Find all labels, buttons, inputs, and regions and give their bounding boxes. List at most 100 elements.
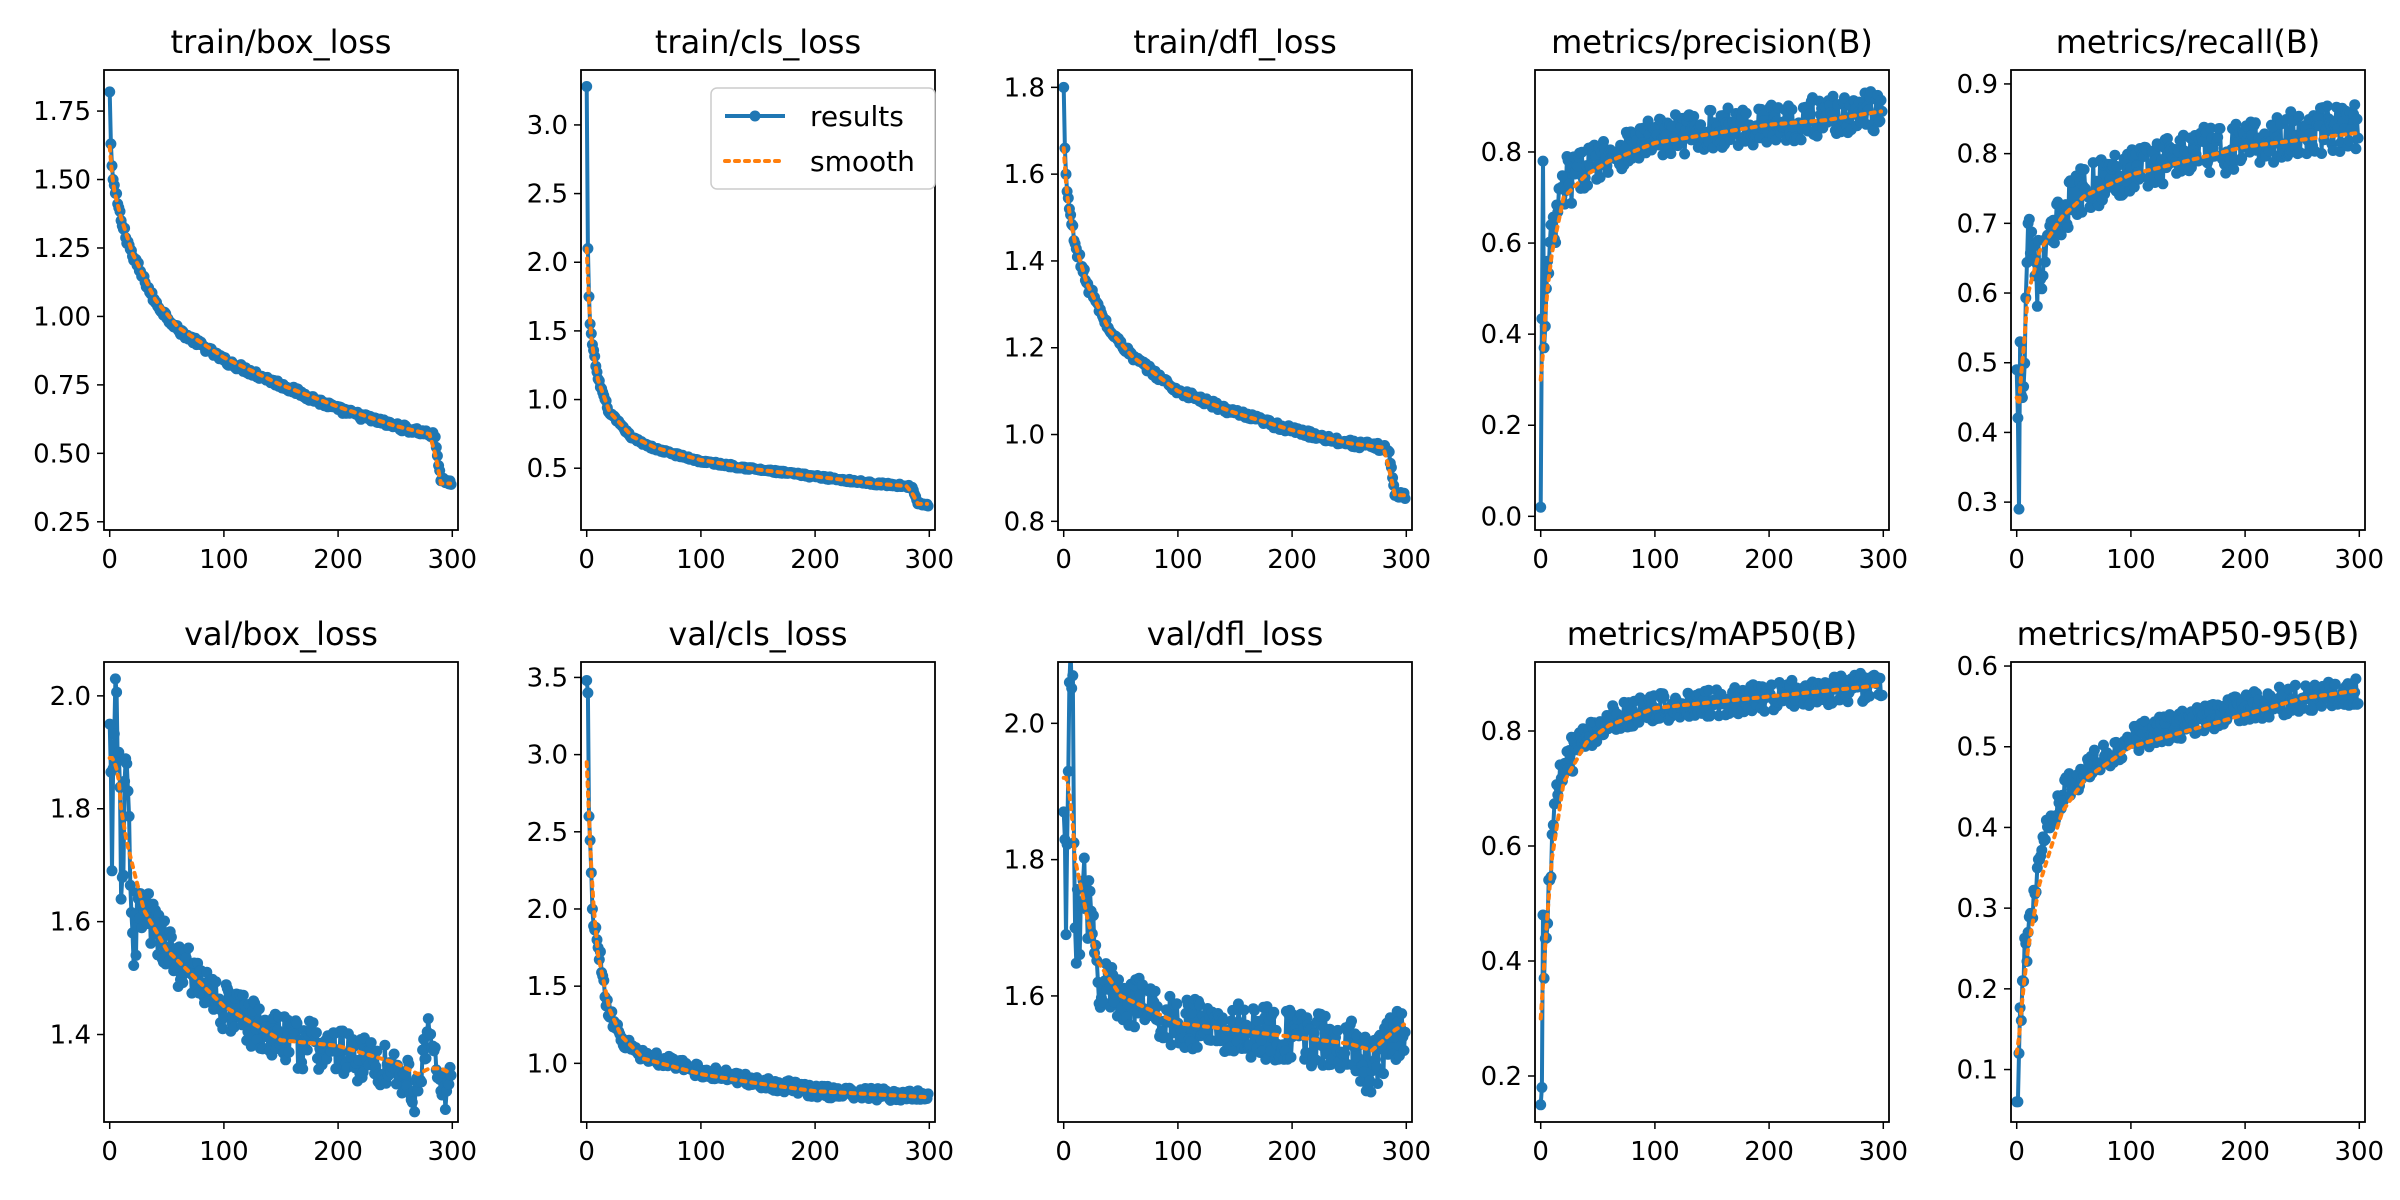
results-point <box>2249 117 2261 129</box>
axes-frame <box>1534 69 1890 531</box>
results-point <box>1058 81 1070 93</box>
results-point <box>1078 852 1090 864</box>
results-point <box>1365 1086 1377 1098</box>
results-point <box>922 500 934 512</box>
results-point <box>291 1017 303 1029</box>
results-point <box>1268 1006 1280 1018</box>
results-point <box>581 81 593 92</box>
results-point <box>2236 152 2248 164</box>
y-tick-label: 1.6 <box>50 908 91 938</box>
y-tick-label: 0.6 <box>1481 832 1522 862</box>
panel-title: val/dfl_loss <box>1147 615 1324 653</box>
results-point <box>1398 1045 1410 1056</box>
panel-4: metrics/precision(B) 0 100 200 300 0.0 0.2 0.4 0… <box>1481 23 1908 575</box>
results-point <box>1537 155 1549 167</box>
results-point <box>1399 1026 1411 1038</box>
results-point <box>417 1044 429 1056</box>
results-point <box>2289 679 2301 691</box>
results-point <box>1666 121 1678 132</box>
results-point <box>143 888 154 900</box>
x-tick-label: 100 <box>1153 545 1203 575</box>
results-point <box>1705 105 1717 116</box>
y-tick-label: 1.0 <box>527 386 568 416</box>
smooth-line <box>2014 688 2359 1056</box>
results-point <box>128 960 140 971</box>
x-tick-label: 300 <box>1381 1137 1431 1167</box>
plot-area <box>1058 81 1411 504</box>
results-point <box>1087 910 1099 921</box>
results-point <box>2078 164 2090 175</box>
y-tick-label: 0.2 <box>1481 411 1522 441</box>
results-point <box>130 949 142 961</box>
panel-title: val/cls_loss <box>668 615 847 653</box>
results-point <box>2012 412 2024 424</box>
results-point <box>2037 270 2049 282</box>
y-tick-label: 0.9 <box>1957 70 1998 100</box>
smooth-line <box>584 246 929 506</box>
plot-area <box>581 675 934 1106</box>
results-point <box>1066 682 1078 694</box>
results-point <box>1602 166 1614 178</box>
y-tick-label: 0.2 <box>1957 975 1998 1005</box>
results-point <box>123 810 135 822</box>
plot-area <box>1535 86 1888 513</box>
results-point <box>183 942 194 954</box>
panel-1: train/box_loss 0 100 200 300 0.25 0.50 0.75 1.00… <box>33 23 477 575</box>
results-point <box>1218 1014 1230 1026</box>
results-point <box>2036 283 2048 295</box>
results-point <box>104 86 116 98</box>
panel-9: metrics/mAP50(B) 0 100 200 300 0.2 0.4 0.6 0.8 <box>1481 615 1908 1167</box>
legend-results-marker <box>749 110 761 122</box>
y-tick-label: 1.8 <box>1004 846 1045 876</box>
plot-area <box>1058 647 1411 1098</box>
results-point <box>1067 670 1079 682</box>
y-tick-label: 0.4 <box>1481 320 1522 350</box>
panel-2: train/cls_loss 0 100 200 300 0.5 1.0 1.5 2.0 2.5 3… <box>527 23 954 575</box>
y-tick-label: 1.75 <box>33 97 91 127</box>
results-point <box>1371 1061 1383 1073</box>
results-point <box>1065 647 1076 658</box>
results-point <box>2334 146 2346 157</box>
y-tick-label: 1.25 <box>33 234 91 264</box>
results-point <box>422 1013 434 1025</box>
results-point <box>2048 237 2060 249</box>
results-point <box>1566 197 1577 209</box>
results-point <box>1151 1001 1163 1012</box>
results-point <box>1875 94 1887 106</box>
results-point <box>145 937 157 949</box>
results-point <box>1827 90 1839 102</box>
legend: results smooth <box>710 87 936 190</box>
y-tick-label: 1.50 <box>33 166 91 196</box>
results-point <box>210 976 222 988</box>
results-point <box>1679 148 1691 160</box>
results-point <box>1285 1051 1297 1063</box>
results-point <box>443 1078 455 1090</box>
results-point <box>1240 1019 1252 1031</box>
results-point <box>2175 732 2187 744</box>
results-point <box>445 1069 457 1081</box>
results-point <box>1535 501 1547 513</box>
y-tick-label: 1.8 <box>50 795 91 825</box>
results-point <box>1740 107 1752 119</box>
results-point <box>1070 957 1082 969</box>
legend-smooth-label: smooth <box>810 145 915 178</box>
results-point <box>409 1106 421 1118</box>
results-point <box>2036 844 2048 856</box>
axes-frame <box>580 69 936 531</box>
y-tick-label: 3.0 <box>527 741 568 771</box>
smooth-line <box>584 760 929 1100</box>
y-tick-label: 1.6 <box>1004 160 1045 190</box>
y-tick-label: 0.6 <box>1957 652 1998 682</box>
results-point <box>1389 1031 1401 1043</box>
axes-frame <box>103 661 459 1123</box>
y-tick-label: 2.0 <box>527 895 568 925</box>
y-tick-label: 0.6 <box>1957 279 1998 309</box>
smooth-line <box>1061 146 1406 498</box>
y-tick-label: 0.8 <box>1004 507 1045 537</box>
x-tick-label: 300 <box>904 1137 954 1167</box>
x-tick-label: 0 <box>101 545 118 575</box>
results-point <box>398 1068 410 1080</box>
results-point <box>2026 226 2038 238</box>
panel-3: train/dfl_loss 0 100 200 300 0.8 1.0 1.2 1.4 1.6 1… <box>1004 23 1431 575</box>
